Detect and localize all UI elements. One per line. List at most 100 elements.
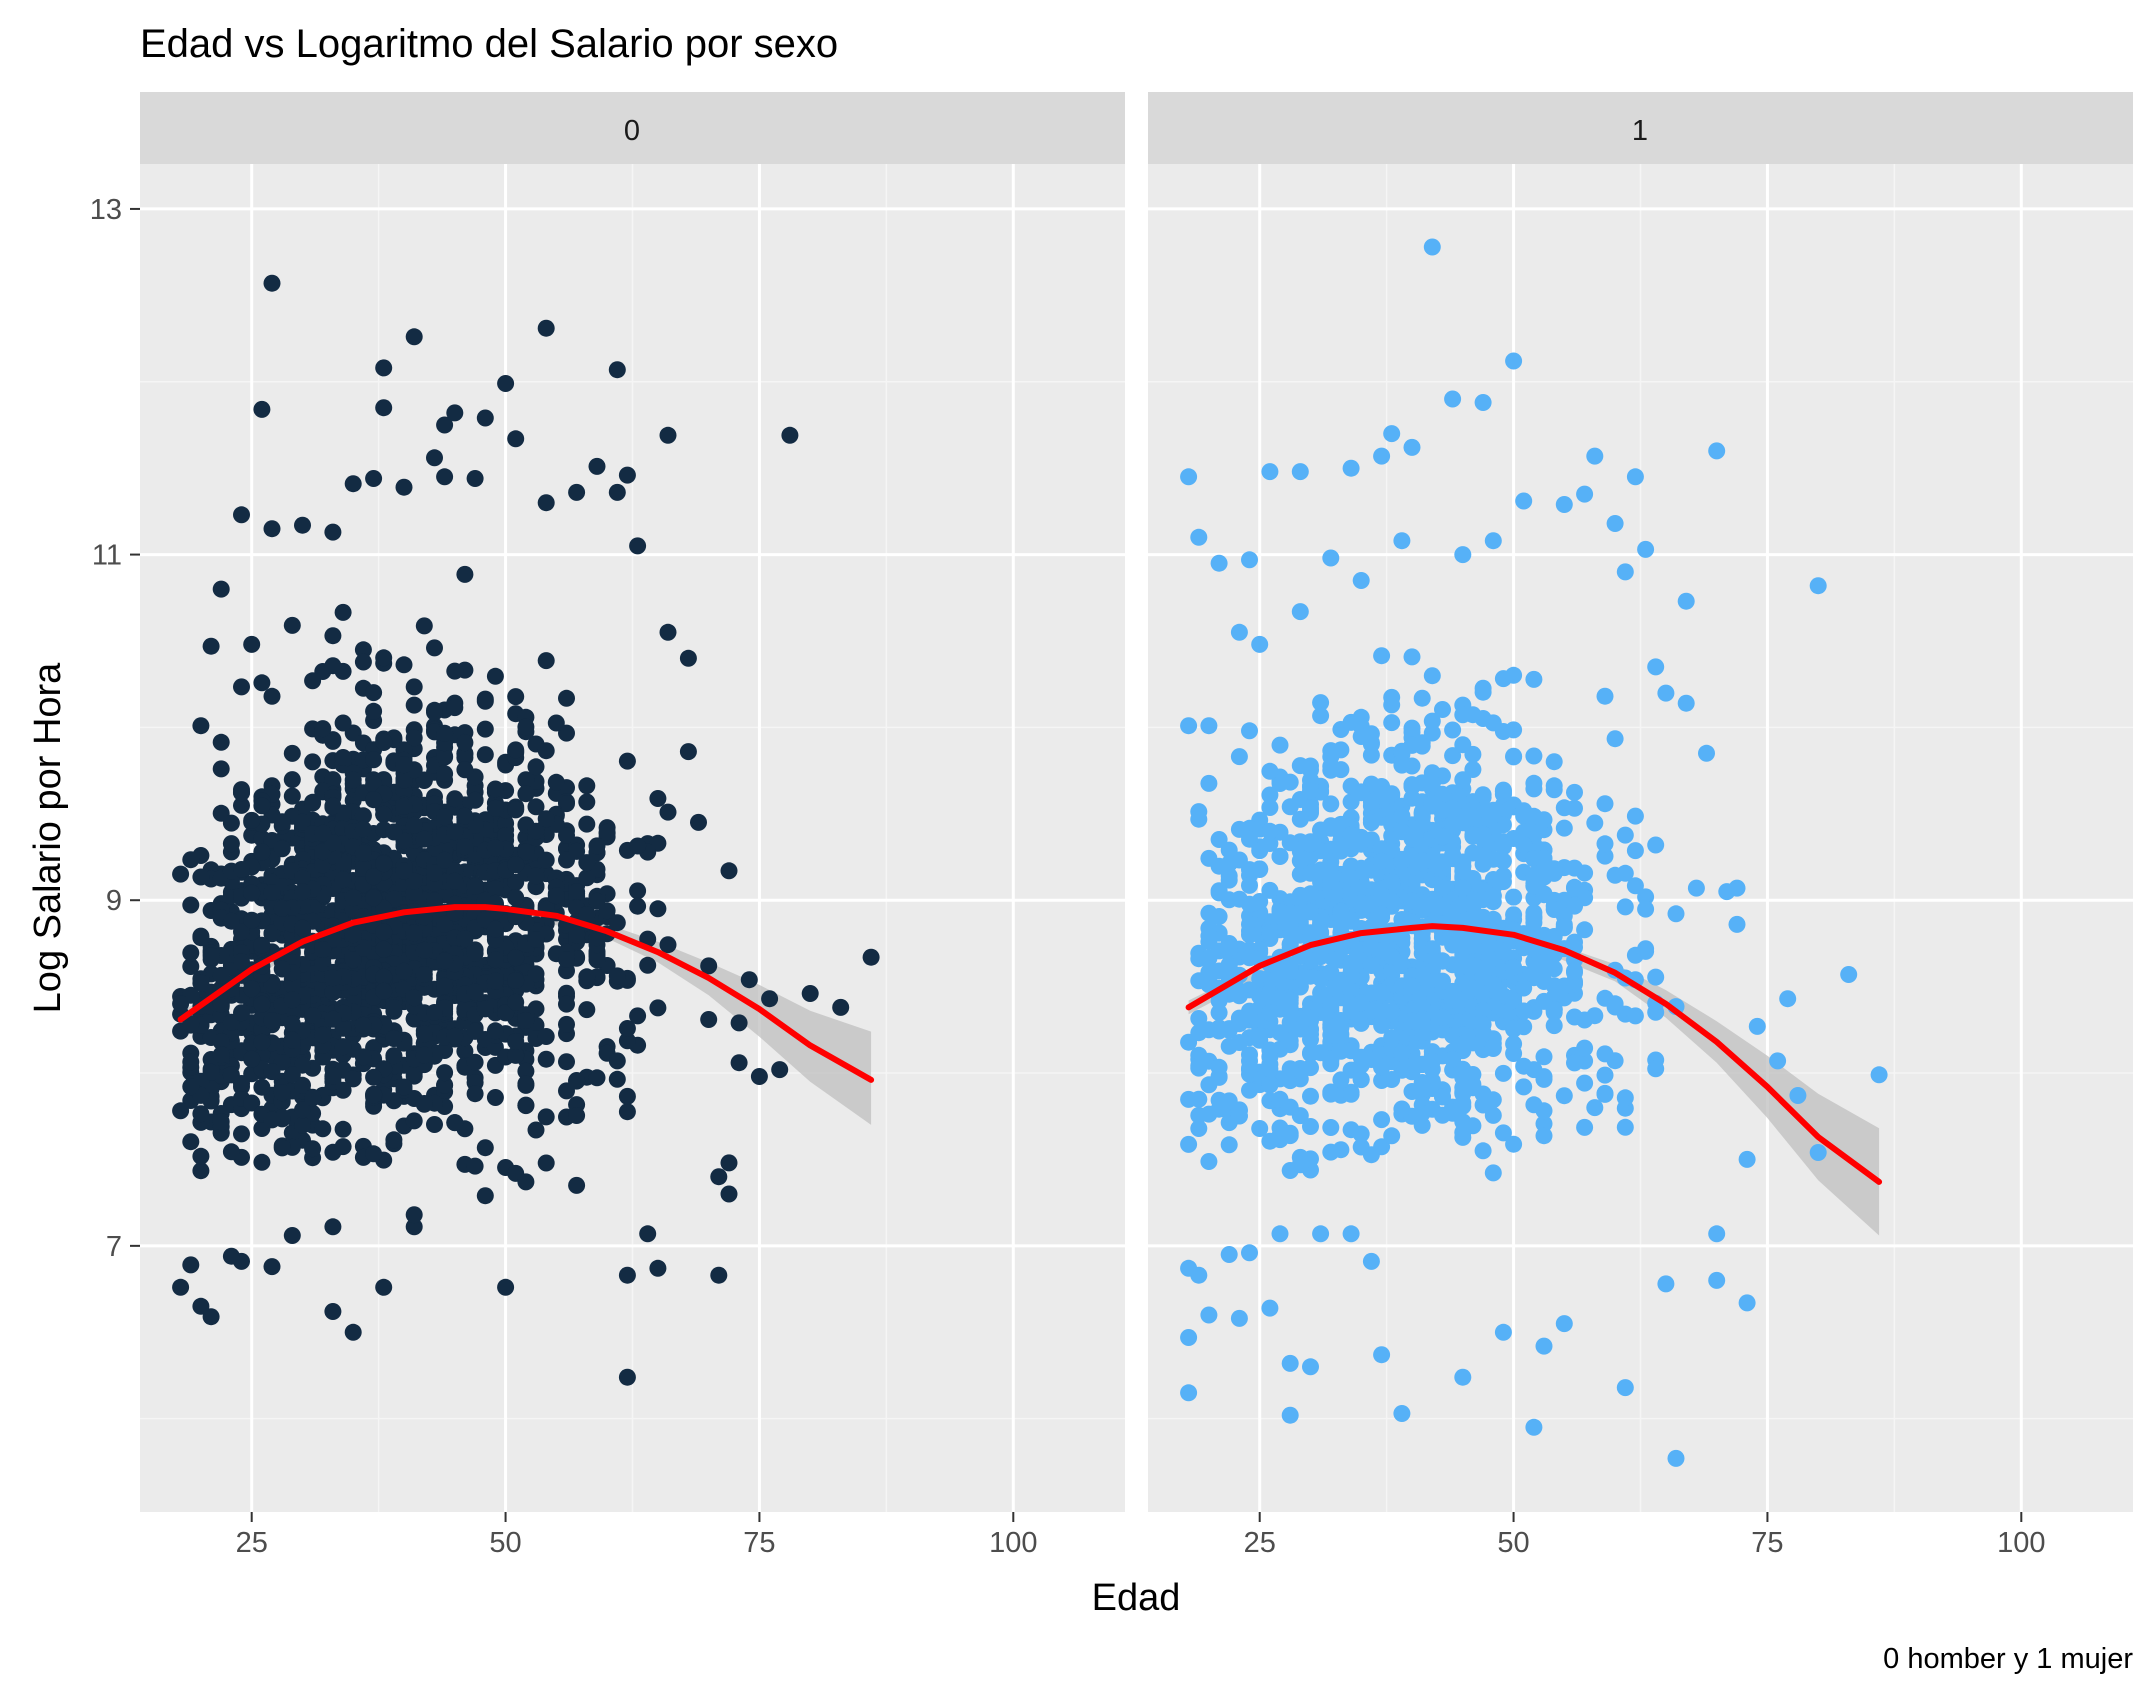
scatter-point bbox=[1535, 926, 1553, 944]
scatter-point bbox=[1464, 1079, 1482, 1097]
scatter-point bbox=[1190, 1010, 1208, 1027]
scatter-point bbox=[385, 823, 403, 841]
scatter-point bbox=[314, 824, 332, 842]
scatter-point bbox=[1373, 840, 1391, 858]
scatter-point bbox=[1423, 795, 1441, 813]
scatter-point bbox=[862, 948, 880, 966]
scatter-point bbox=[486, 799, 504, 817]
scatter-point bbox=[1698, 744, 1715, 762]
scatter-point bbox=[1281, 1098, 1299, 1116]
scatter-point bbox=[1555, 977, 1573, 995]
scatter-point bbox=[1271, 1024, 1289, 1042]
scatter-point bbox=[618, 1266, 636, 1284]
scatter-point bbox=[354, 820, 372, 838]
scatter-point bbox=[1241, 926, 1258, 944]
scatter-point bbox=[1637, 900, 1655, 918]
fit-confidence-band-1 bbox=[1188, 924, 1880, 1236]
scatter-point bbox=[1332, 1042, 1350, 1060]
scatter-point bbox=[233, 1125, 250, 1143]
scatter-point bbox=[1474, 394, 1492, 411]
scatter-point bbox=[1251, 635, 1269, 653]
grid-lines-1 bbox=[1148, 164, 2133, 1512]
scatter-point bbox=[1251, 1027, 1269, 1045]
scatter-point bbox=[283, 991, 301, 1009]
scatter-point bbox=[1373, 942, 1391, 959]
scatter-point bbox=[365, 868, 383, 886]
scatter-point bbox=[507, 430, 525, 448]
scatter-point bbox=[1647, 1003, 1665, 1021]
scatter-point bbox=[1342, 1225, 1360, 1243]
scatter-point bbox=[1525, 747, 1543, 765]
scatter-point bbox=[1322, 996, 1340, 1014]
scatter-point bbox=[1322, 795, 1340, 813]
scatter-point bbox=[1637, 540, 1655, 558]
scatter-point bbox=[558, 1053, 575, 1071]
scatter-point bbox=[1464, 1066, 1482, 1083]
scatter-point bbox=[1555, 496, 1573, 513]
scatter-point bbox=[1322, 757, 1340, 775]
scatter-point bbox=[436, 747, 454, 765]
scatter-point bbox=[1322, 1119, 1340, 1136]
scatter-point bbox=[1393, 807, 1411, 825]
scatter-point bbox=[182, 958, 200, 975]
scatter-point bbox=[426, 1116, 443, 1133]
scatter-point bbox=[273, 1084, 291, 1102]
scatter-point bbox=[1474, 1096, 1492, 1114]
scatter-point bbox=[1444, 390, 1462, 408]
scatter-point bbox=[253, 797, 271, 815]
scatter-point bbox=[618, 1032, 636, 1050]
scatter-point bbox=[629, 837, 647, 855]
scatter-point bbox=[334, 1038, 352, 1056]
scatter-point bbox=[629, 897, 647, 915]
scatter-point bbox=[1444, 1050, 1462, 1068]
scatter-point bbox=[456, 930, 474, 948]
scatter-point bbox=[192, 1162, 210, 1180]
scatter-point bbox=[598, 823, 616, 841]
scatter-point bbox=[1302, 761, 1319, 779]
scatter-point bbox=[1241, 722, 1258, 740]
scatter-point bbox=[1474, 1142, 1492, 1160]
scatter-point bbox=[1302, 1087, 1319, 1105]
scatter-point bbox=[1383, 714, 1401, 732]
scatter-point bbox=[192, 974, 210, 992]
scatter-point bbox=[558, 995, 575, 1013]
scatter-point bbox=[1454, 1035, 1472, 1053]
fit-line bbox=[1185, 923, 1883, 1185]
scatter-point bbox=[1484, 806, 1502, 824]
scatter-point bbox=[182, 944, 200, 962]
scatter-point bbox=[578, 968, 596, 986]
scatter-point bbox=[395, 756, 413, 774]
scatter-point bbox=[233, 1004, 250, 1022]
scatter-point bbox=[1190, 528, 1208, 546]
scatter-point bbox=[294, 516, 311, 534]
scatter-point bbox=[1261, 1004, 1279, 1022]
scatter-point bbox=[1494, 1323, 1512, 1341]
scatter-point bbox=[1525, 877, 1543, 895]
scatter-point bbox=[608, 914, 626, 932]
scatter-point bbox=[1312, 694, 1330, 712]
scatter-point bbox=[1586, 447, 1604, 465]
scatter-point bbox=[354, 641, 372, 659]
scatter-point bbox=[568, 926, 586, 944]
scatter-point bbox=[486, 1022, 504, 1040]
x-tick-label: 50 bbox=[489, 1527, 521, 1559]
scatter-point bbox=[314, 954, 332, 972]
scatter-point bbox=[771, 1061, 789, 1079]
scatter-point bbox=[1566, 783, 1583, 801]
scatter-point bbox=[1505, 830, 1523, 847]
scatter-point bbox=[1352, 728, 1370, 745]
scatter-point bbox=[1200, 849, 1218, 867]
y-axis: 7 9 11 13 bbox=[90, 194, 140, 1263]
scatter-point bbox=[344, 1323, 362, 1341]
scatter-point bbox=[1494, 867, 1512, 885]
scatter-point bbox=[801, 985, 819, 1002]
scatter-point bbox=[558, 795, 575, 813]
scatter-point bbox=[1657, 684, 1675, 702]
scatter-point bbox=[344, 771, 362, 789]
scatter-point bbox=[1505, 888, 1523, 906]
scatter-point bbox=[629, 1007, 647, 1025]
scatter-point bbox=[1647, 968, 1665, 986]
scatter-point bbox=[1566, 799, 1583, 817]
scatter-point bbox=[659, 623, 677, 641]
scatter-point bbox=[283, 744, 301, 762]
